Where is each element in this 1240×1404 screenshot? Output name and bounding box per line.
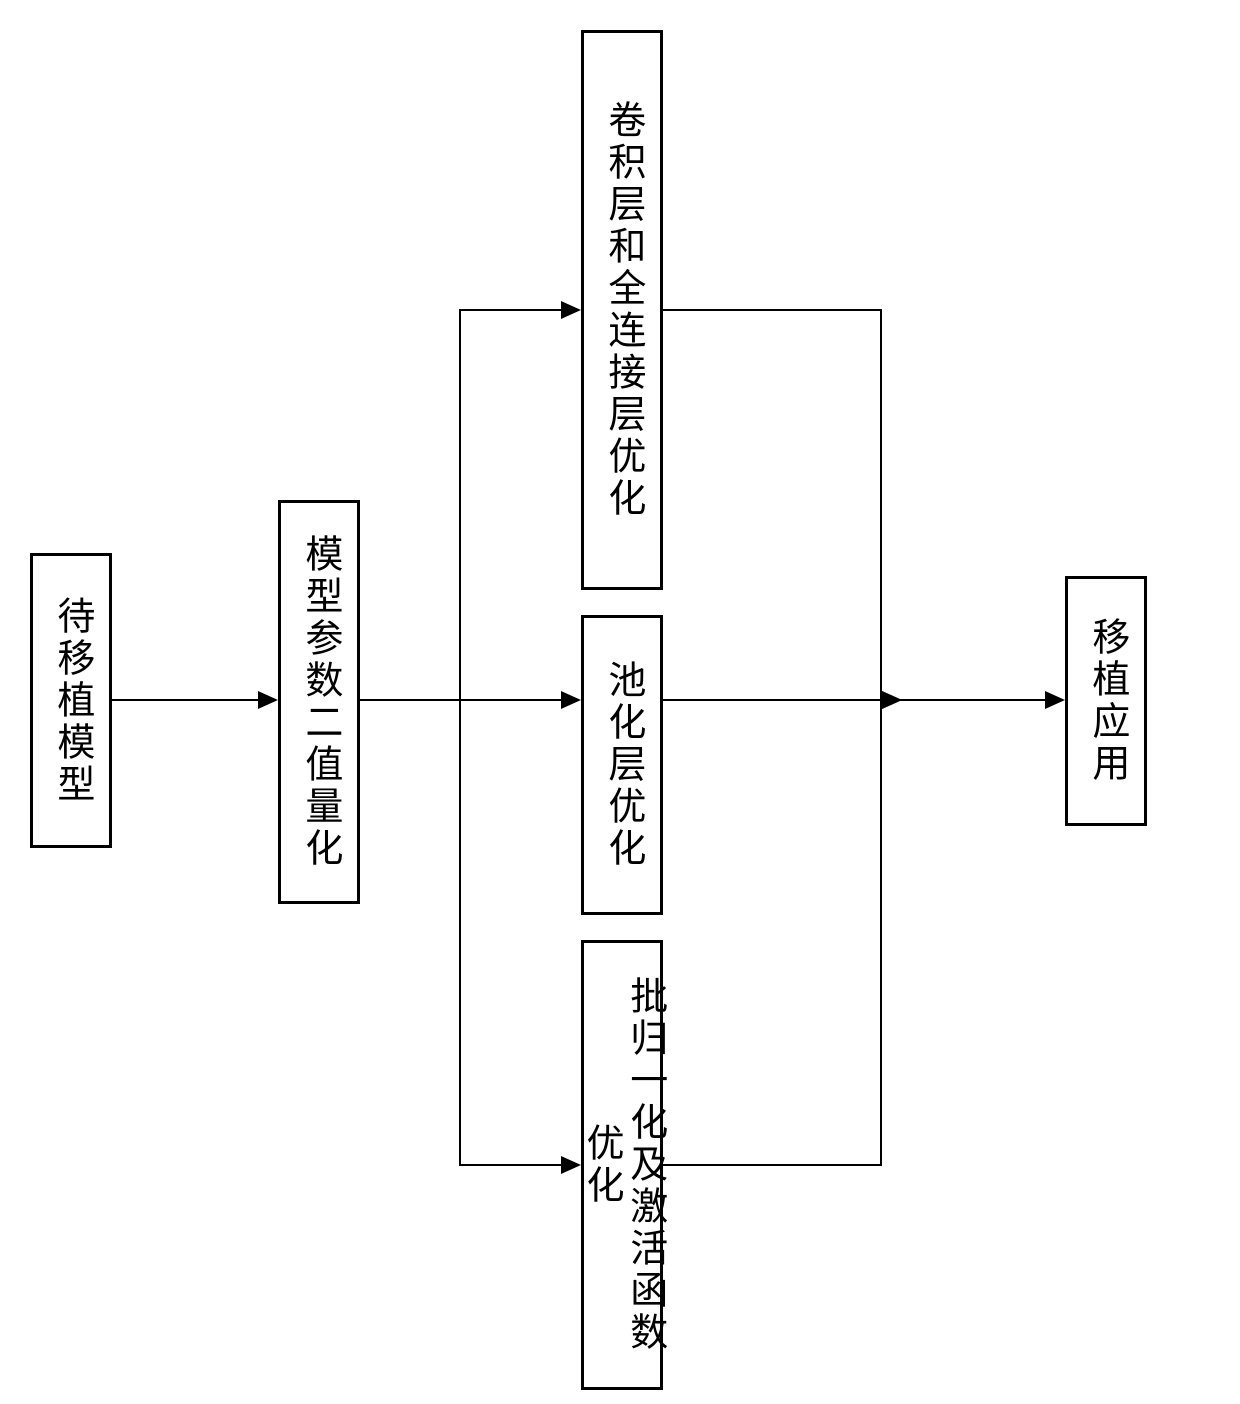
arrow-pool-deploy — [1045, 691, 1065, 709]
edge-bnact-merge-v — [880, 699, 882, 1166]
node-conv-fc-label: 卷积层和全连接层优化 — [600, 100, 644, 520]
arrow-merge-bottom — [882, 691, 902, 709]
node-pool: 池化层优化 — [581, 615, 663, 915]
arrow-source-quantize — [258, 691, 278, 709]
node-source: 待移植模型 — [30, 553, 112, 848]
node-quantize-label: 模型参数二值量化 — [297, 534, 341, 870]
edge-convfc-merge-h — [663, 309, 882, 311]
edge-quantize-bnact-h — [459, 1164, 561, 1166]
edge-convfc-merge-v — [880, 309, 882, 701]
arrow-quantize-convfc — [561, 301, 581, 319]
arrow-quantize-pool — [561, 691, 581, 709]
node-quantize: 模型参数二值量化 — [278, 500, 360, 904]
node-deploy-label: 移植应用 — [1084, 617, 1128, 785]
edge-quantize-convfc-v — [459, 309, 461, 701]
node-pool-label: 池化层优化 — [600, 660, 644, 870]
arrow-quantize-bnact — [561, 1156, 581, 1174]
node-bn-act: 批归一化及激活函数优化 — [581, 940, 663, 1390]
edge-quantize-bnact-v — [459, 699, 461, 1166]
edge-pool-deploy-h — [663, 699, 1045, 701]
edge-quantize-convfc-h — [459, 309, 561, 311]
node-bn-act-label: 批归一化及激活函数优化 — [578, 963, 665, 1367]
node-deploy: 移植应用 — [1065, 576, 1147, 826]
edge-source-quantize — [112, 699, 258, 701]
node-source-label: 待移植模型 — [49, 596, 93, 806]
edge-bnact-merge-h — [663, 1164, 882, 1166]
node-conv-fc: 卷积层和全连接层优化 — [581, 30, 663, 590]
